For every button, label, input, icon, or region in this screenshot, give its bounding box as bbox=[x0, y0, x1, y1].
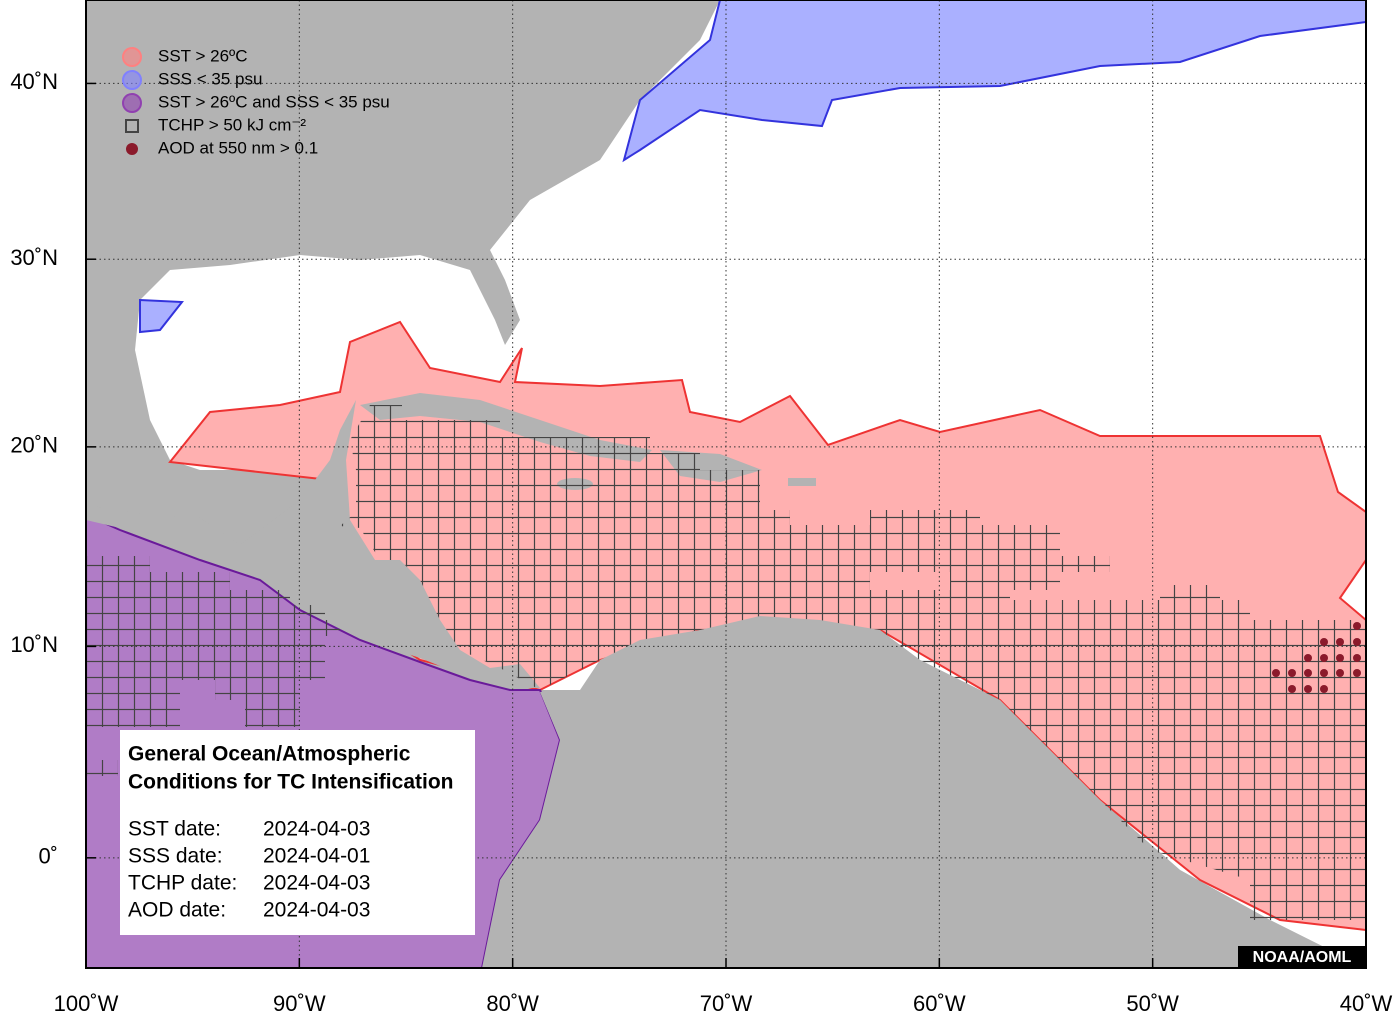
aod-points bbox=[1272, 622, 1361, 693]
y-tick-label: 0˚ bbox=[38, 844, 58, 869]
x-tick-label: 40˚W bbox=[1340, 991, 1393, 1016]
sss-region bbox=[139, 298, 184, 334]
info-value: 2024-04-03 bbox=[263, 818, 370, 841]
info-title: Conditions for TC Intensification bbox=[128, 771, 453, 794]
info-label: TCHP date: bbox=[128, 872, 237, 895]
legend-marker bbox=[122, 93, 142, 113]
land bbox=[482, 616, 1366, 968]
credit: NOAA/AOML bbox=[1253, 949, 1352, 966]
info-label: SSS date: bbox=[128, 845, 223, 868]
legend-marker bbox=[122, 70, 142, 90]
info-background bbox=[120, 730, 475, 935]
legend-marker bbox=[126, 143, 138, 155]
aod-point bbox=[1304, 654, 1312, 662]
legend-label: SSS < 35 psu bbox=[158, 69, 262, 88]
x-tick-label: 50˚W bbox=[1126, 991, 1179, 1016]
info-title: General Ocean/Atmospheric bbox=[128, 743, 411, 766]
aod-point bbox=[1353, 669, 1361, 677]
tchp-region bbox=[340, 405, 1366, 920]
info-value: 2024-04-01 bbox=[263, 845, 370, 868]
x-tick-label: 60˚W bbox=[913, 991, 966, 1016]
x-tick-label: 70˚W bbox=[700, 991, 753, 1016]
legend: SST > 26ºC SSS < 35 psu SST > 26ºC and SSS… bbox=[122, 46, 390, 157]
land bbox=[788, 478, 816, 486]
map-area bbox=[86, 0, 1366, 968]
sss-region bbox=[622, 0, 1366, 163]
y-tick-label: 30˚N bbox=[10, 245, 58, 270]
info-value: 2024-04-03 bbox=[263, 872, 370, 895]
x-tick-label: 80˚W bbox=[486, 991, 539, 1016]
legend-marker bbox=[122, 47, 142, 67]
aod-point bbox=[1320, 654, 1328, 662]
legend-label: AOD at 550 nm > 0.1 bbox=[158, 138, 318, 157]
y-tick-label: 40˚N bbox=[10, 69, 58, 94]
legend-label: TCHP > 50 kJ cm⁻² bbox=[158, 115, 306, 134]
legend-label: SST > 26ºC and SSS < 35 psu bbox=[158, 92, 390, 111]
y-tick-label: 10˚N bbox=[10, 632, 58, 657]
aod-point bbox=[1336, 669, 1344, 677]
aod-point bbox=[1320, 685, 1328, 693]
tchp-region bbox=[86, 760, 118, 776]
y-tick-label: 20˚N bbox=[10, 433, 58, 458]
x-tick-label: 100˚W bbox=[54, 991, 119, 1016]
aod-point bbox=[1272, 669, 1280, 677]
info-label: SST date: bbox=[128, 818, 221, 841]
info-label: AOD date: bbox=[128, 899, 226, 922]
aod-point bbox=[1353, 638, 1361, 646]
aod-point bbox=[1320, 669, 1328, 677]
land bbox=[86, 400, 540, 688]
credit-background bbox=[1238, 946, 1366, 968]
aod-point bbox=[1288, 669, 1296, 677]
aod-point bbox=[1304, 685, 1312, 693]
aod-point bbox=[1288, 685, 1296, 693]
aod-point bbox=[1336, 654, 1344, 662]
legend-label: SST > 26ºC bbox=[158, 46, 248, 65]
tchp-region bbox=[86, 556, 340, 727]
aod-point bbox=[1336, 638, 1344, 646]
aod-point bbox=[1304, 669, 1312, 677]
aod-point bbox=[1353, 654, 1361, 662]
legend-marker bbox=[125, 119, 139, 133]
info-box: General Ocean/Atmospheric Conditions for… bbox=[120, 730, 475, 935]
aod-point bbox=[1353, 622, 1361, 630]
info-value: 2024-04-03 bbox=[263, 899, 370, 922]
x-tick-label: 90˚W bbox=[273, 991, 326, 1016]
aod-point bbox=[1320, 638, 1328, 646]
